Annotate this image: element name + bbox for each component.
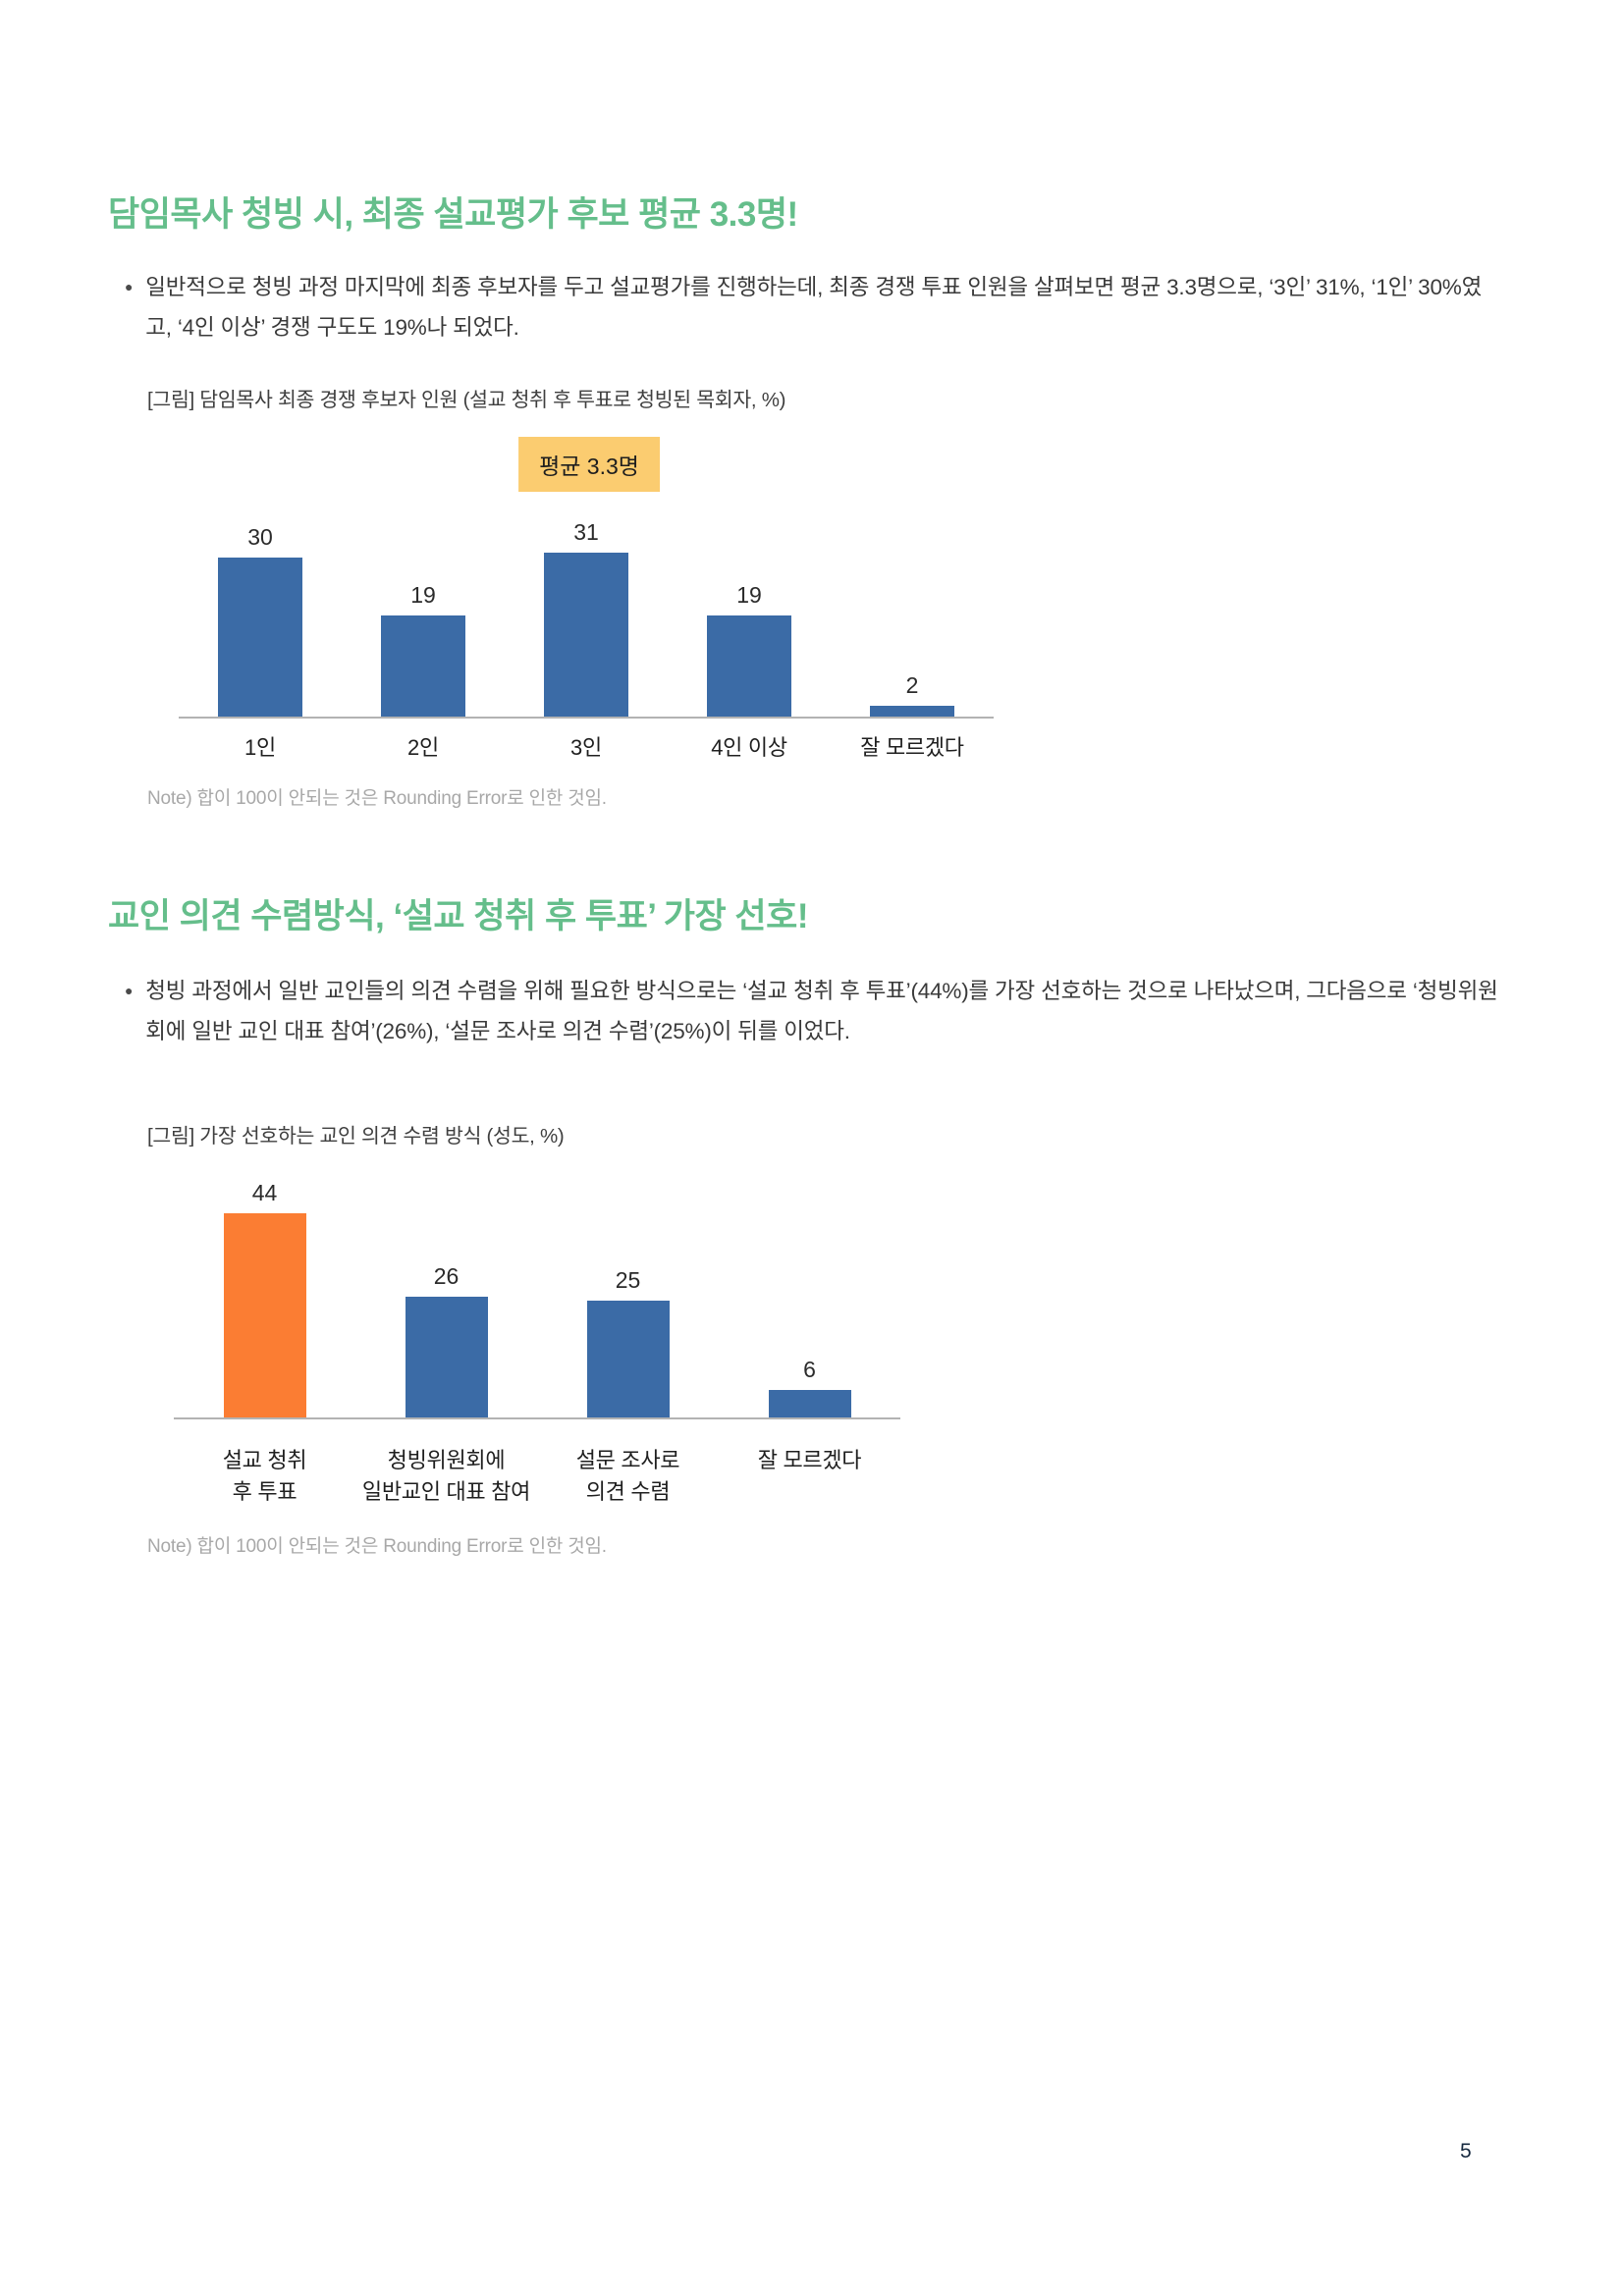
category-label: 설문 조사로 의견 수렴: [575, 1448, 680, 1504]
figure2-bar-chart: 44 26 25 6 설교 청취 후 투표 청빙위원회에 일반교인 대표 참여 설문 조사로 의…: [174, 1180, 900, 1508]
figure1-plot-area: 30 19 31 19 2: [179, 510, 994, 717]
section2-heading: 교인 의견 수렴방식, ‘설교 청취 후 투표’ 가장 선호!: [108, 897, 809, 935]
bar-1인: [218, 558, 302, 717]
bar-value-label: 31: [573, 518, 599, 545]
bar-column: 44: [174, 1180, 355, 1417]
category-label: 청빙위원회에 일반교인 대표 참여: [361, 1448, 531, 1504]
category-label: 잘 모르겠다: [757, 1448, 862, 1472]
bar-column: 26: [355, 1180, 537, 1417]
figure2-note: Note) 합이 100이 안되는 것은 Rounding Error로 인한 …: [147, 1536, 607, 1557]
bar-3인: [544, 552, 628, 717]
bar-column: 6: [719, 1180, 900, 1417]
bar-value-label: 44: [251, 1180, 278, 1205]
figure1-caption: [그림] 담임목사 최종 경쟁 후보자 인원 (설교 청취 후 투표로 청빙된 …: [147, 389, 786, 411]
bar-잘-모르겠다: [870, 706, 954, 717]
section2-paragraph-text: 청빙 과정에서 일반 교인들의 의견 수렴을 위해 필요한 방식으로는 ‘설교 …: [145, 979, 1498, 1043]
bar-value-label: 2: [905, 672, 919, 699]
bar-value-label: 25: [615, 1267, 641, 1294]
figure2-plot-area: 44 26 25 6: [174, 1180, 900, 1417]
figure1-category-labels: 1인 2인 3인 4인 이상 잘 모르겠다: [179, 732, 994, 764]
bar-column: 2: [831, 510, 994, 717]
category-label: 잘 모르겠다: [860, 735, 964, 760]
bar-value-label: 6: [803, 1356, 816, 1382]
bar-잘-모르겠다: [768, 1389, 851, 1417]
section1-paragraph-text: 일반적으로 청빙 과정 마지막에 최종 후보자를 두고 설교평가를 진행하는데,…: [145, 275, 1483, 340]
figure1-x-axis: [179, 717, 994, 719]
section1-heading: 담임목사 청빙 시, 최종 설교평가 후보 평균 3.3명!: [108, 195, 798, 234]
bar-column: 19: [668, 510, 831, 717]
bullet-icon: ●: [125, 983, 134, 998]
bar-설교-청취-후-투표: [223, 1213, 306, 1417]
bar-value-label: 19: [410, 582, 436, 609]
bar-2인: [381, 615, 465, 717]
figure1-note: Note) 합이 100이 안되는 것은 Rounding Error로 인한 …: [147, 788, 607, 809]
bar-column: 30: [179, 510, 342, 717]
average-badge: 평균 3.3명: [518, 437, 660, 492]
bar-4인-이상: [707, 615, 791, 717]
bar-청빙위원회에-일반교인-대표-참여: [405, 1296, 488, 1417]
figure1-bar-chart: 평균 3.3명 30 19 31 19 2 1인 2인 3인 4인 이상 잘 모르겠다: [179, 437, 994, 764]
bar-설문-조사로-의견-수렴: [586, 1301, 670, 1417]
section2-paragraph: ● 청빙 과정에서 일반 교인들의 의견 수렴을 위해 필요한 방식으로는 ‘설…: [125, 971, 1501, 1051]
figure2-caption: [그림] 가장 선호하는 교인 의견 수렴 방식 (성도, %): [147, 1125, 565, 1148]
figure2-category-labels: 설교 청취 후 투표 청빙위원회에 일반교인 대표 참여 설문 조사로 의견 수렴 잘 모르…: [174, 1445, 900, 1508]
page-number: 5: [1460, 2140, 1472, 2163]
bar-column: 31: [505, 510, 668, 717]
bar-value-label: 26: [433, 1262, 460, 1289]
bar-value-label: 19: [736, 582, 762, 609]
figure2-x-axis: [174, 1417, 900, 1419]
bar-column: 25: [537, 1180, 719, 1417]
category-label: 3인: [570, 735, 602, 760]
bar-column: 19: [342, 510, 505, 717]
category-label: 2인: [407, 735, 439, 760]
category-label: 4인 이상: [711, 735, 787, 760]
bullet-icon: ●: [125, 279, 134, 294]
category-label: 설교 청취 후 투표: [222, 1448, 307, 1504]
category-label: 1인: [244, 735, 276, 760]
section1-paragraph: ● 일반적으로 청빙 과정 마지막에 최종 후보자를 두고 설교평가를 진행하는…: [125, 267, 1501, 347]
bar-value-label: 30: [247, 524, 273, 550]
